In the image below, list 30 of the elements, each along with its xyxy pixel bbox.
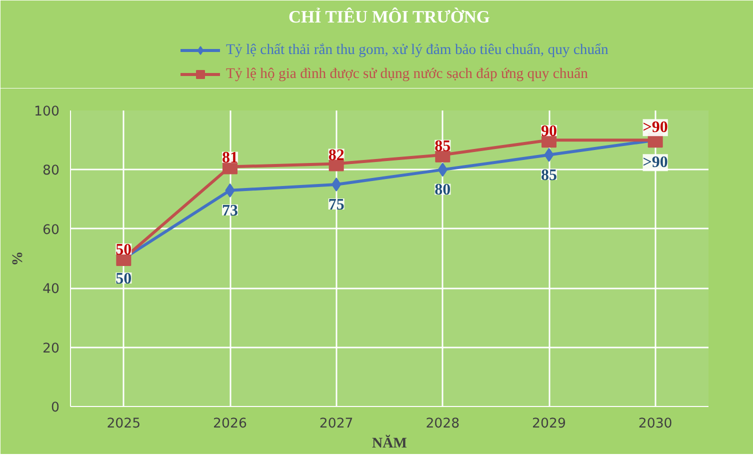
data-label: 85 xyxy=(541,166,557,184)
data-label: 73 xyxy=(222,202,238,220)
y-tick-label: 0 xyxy=(51,400,60,416)
x-tick-label: 2025 xyxy=(106,416,141,432)
data-label: 80 xyxy=(434,182,451,199)
point xyxy=(332,178,342,192)
data-label: 90 xyxy=(541,123,557,140)
x-tick-label: 2030 xyxy=(638,416,672,432)
legend-label: Tỷ lệ hộ gia đình được sử dụng nước sạch đáp ứng quy chuẩn xyxy=(226,66,588,82)
data-label: 82 xyxy=(328,146,344,164)
data-label: 85 xyxy=(434,138,451,155)
data-label: 81 xyxy=(222,150,238,167)
legend-label: Tỷ lệ chất thải rắn thu gom, xử lý đảm bảo tiêu chuẩn, quy chuẩn xyxy=(226,42,608,58)
y-tick-label: 60 xyxy=(42,222,60,238)
y-axis-title: % xyxy=(10,251,26,266)
x-tick-label: 2027 xyxy=(319,416,354,432)
y-tick-label: 40 xyxy=(42,282,60,298)
data-label: 50 xyxy=(116,270,132,288)
data-label: >90 xyxy=(642,119,668,136)
x-tick-label: 2026 xyxy=(213,416,247,432)
data-label: 50 xyxy=(116,242,132,258)
x-axis-title: NĂM xyxy=(372,434,408,452)
x-tick-label: 2028 xyxy=(426,416,460,432)
y-tick-label: 80 xyxy=(42,164,60,179)
data-label: 75 xyxy=(328,196,344,214)
data-label: >90 xyxy=(642,154,668,172)
chart-title: CHỈ TIÊU MÔI TRƯỜNG xyxy=(288,6,490,26)
y-tick-label: 20 xyxy=(42,341,60,356)
x-tick-label: 2029 xyxy=(532,416,566,432)
y-tick-label: 100 xyxy=(34,104,60,120)
